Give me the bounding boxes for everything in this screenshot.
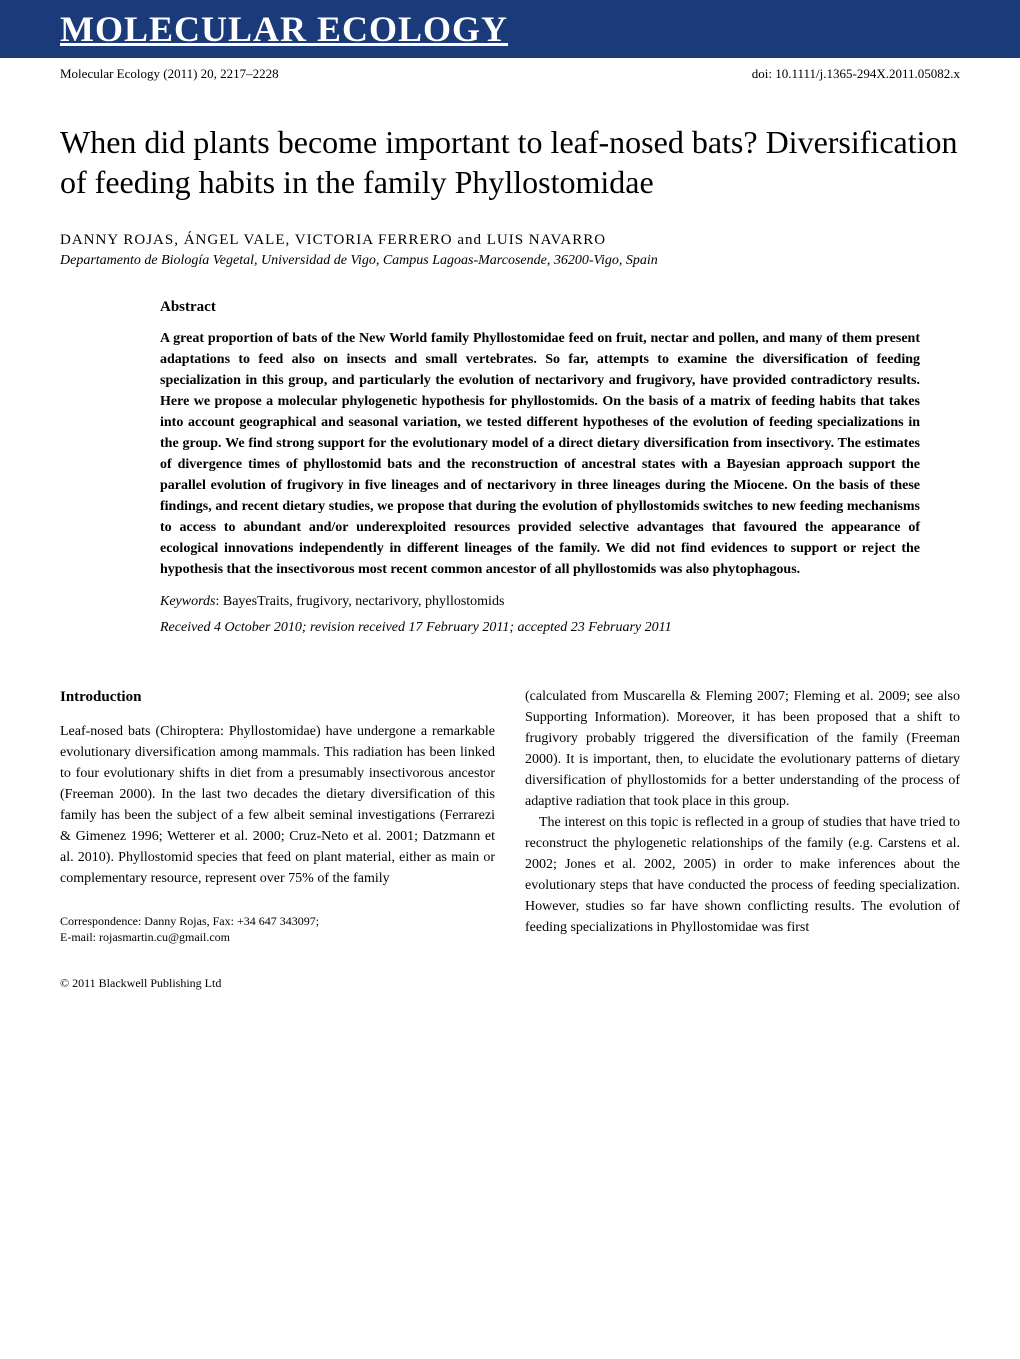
submission-dates: Received 4 October 2010; revision receiv… [160,620,920,636]
keywords-values: : BayesTraits, frugivory, nectarivory, p… [215,594,504,609]
correspondence-line-1: Correspondence: Danny Rojas, Fax: +34 64… [60,913,495,930]
intro-paragraph-2: (calculated from Muscarella & Fleming 20… [525,686,960,812]
correspondence-line-2: E-mail: rojasmartin.cu@gmail.com [60,929,495,946]
authors-list: DANNY ROJAS, ÁNGEL VALE, VICTORIA FERRER… [60,232,960,249]
correspondence-block: Correspondence: Danny Rojas, Fax: +34 64… [60,913,495,947]
body-columns: Introduction Leaf-nosed bats (Chiroptera… [60,686,960,946]
left-column: Introduction Leaf-nosed bats (Chiroptera… [60,686,495,946]
abstract-text: A great proportion of bats of the New Wo… [160,328,920,580]
keywords-label: Keywords [160,594,215,609]
journal-banner-title: MOLECULAR ECOLOGY [60,8,1020,50]
citation-text: Molecular Ecology (2011) 20, 2217–2228 [60,66,279,82]
copyright-notice: © 2011 Blackwell Publishing Ltd [0,976,1020,991]
affiliation: Departamento de Biología Vegetal, Univer… [60,253,960,269]
journal-banner: MOLECULAR ECOLOGY [0,0,1020,58]
abstract-heading: Abstract [160,299,920,316]
introduction-heading: Introduction [60,686,495,709]
doi-text: doi: 10.1111/j.1365-294X.2011.05082.x [752,66,960,82]
intro-paragraph-3: The interest on this topic is reflected … [525,812,960,938]
article-title: When did plants become important to leaf… [60,122,960,202]
right-column: (calculated from Muscarella & Fleming 20… [525,686,960,946]
abstract-section: Abstract A great proportion of bats of t… [160,299,920,636]
citation-row: Molecular Ecology (2011) 20, 2217–2228 d… [0,58,1020,122]
intro-paragraph-1: Leaf-nosed bats (Chiroptera: Phyllostomi… [60,721,495,889]
keywords-line: Keywords: BayesTraits, frugivory, nectar… [160,594,920,610]
article-content: When did plants become important to leaf… [0,122,1020,946]
